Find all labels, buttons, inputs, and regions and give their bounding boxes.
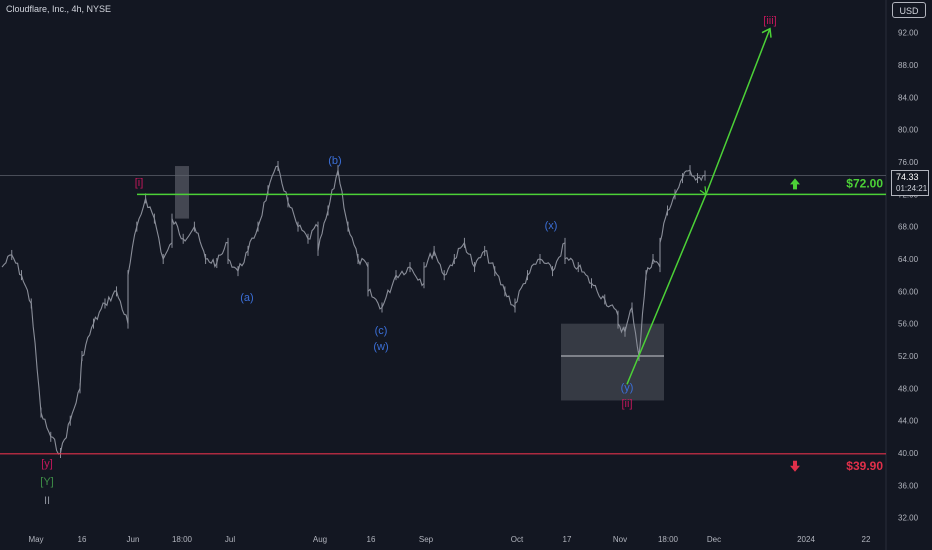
x-tick-label: 2024	[797, 535, 815, 544]
chart-title: Cloudflare, Inc., 4h, NYSE	[6, 4, 112, 14]
y-tick-label: 88.00	[898, 61, 919, 70]
x-tick-label: 22	[862, 535, 871, 544]
x-tick-label: Jul	[225, 535, 235, 544]
wave-label: (b)	[328, 155, 341, 167]
y-tick-label: 52.00	[898, 352, 919, 361]
consolidation-box	[175, 166, 189, 219]
y-tick-label: 60.00	[898, 287, 919, 296]
x-tick-label: 18:00	[658, 535, 679, 544]
wave-label: [ii]	[622, 398, 633, 410]
x-tick-label: Sep	[419, 535, 434, 544]
x-tick-label: Aug	[313, 535, 327, 544]
wave-label: II	[44, 495, 50, 507]
x-tick-label: Nov	[613, 535, 627, 544]
target-zone-box	[561, 323, 664, 401]
x-tick-label: Dec	[707, 535, 721, 544]
projection-arrowhead	[761, 27, 772, 38]
wave-label: (x)	[545, 220, 558, 232]
wave-label: [i]	[135, 177, 144, 189]
price-series-line	[1, 165, 706, 455]
y-tick-label: 32.00	[898, 514, 919, 523]
x-tick-label: Oct	[511, 535, 524, 544]
up-arrow-icon	[790, 178, 800, 190]
last-price-value: 74.33	[896, 172, 919, 182]
y-tick-label: 68.00	[898, 223, 919, 232]
x-tick-label: 18:00	[172, 535, 193, 544]
y-tick-label: 48.00	[898, 384, 919, 393]
wave-label: [Y]	[40, 476, 53, 488]
support-label: $39.90	[846, 459, 883, 473]
y-tick-label: 56.00	[898, 320, 919, 329]
y-tick-label: 40.00	[898, 449, 919, 458]
x-tick-label: 17	[563, 535, 572, 544]
wave-label: [y]	[41, 458, 53, 470]
projection-path	[626, 28, 771, 385]
wave-label: (w)	[373, 341, 388, 353]
wave-label: (a)	[240, 292, 253, 304]
wave-label: (c)	[375, 325, 388, 337]
y-tick-label: 44.00	[898, 417, 919, 426]
bar-countdown: 01:24:21	[896, 184, 928, 193]
y-tick-label: 36.00	[898, 481, 919, 490]
y-tick-label: 92.00	[898, 29, 919, 38]
last-price-tag: 74.33 01:24:21	[891, 170, 929, 196]
down-arrow-icon	[790, 460, 800, 472]
x-tick-label: Jun	[127, 535, 140, 544]
y-tick-label: 64.00	[898, 255, 919, 264]
wave-label: [iii]	[763, 15, 776, 27]
currency-button[interactable]: USD	[892, 2, 926, 18]
y-tick-label: 80.00	[898, 126, 919, 135]
x-tick-label: 16	[367, 535, 376, 544]
x-tick-label: May	[28, 535, 43, 544]
wave-label: (y)	[621, 382, 634, 394]
x-tick-label: 16	[78, 535, 87, 544]
y-tick-label: 84.00	[898, 93, 919, 102]
resistance-label: $72.00	[846, 176, 883, 190]
projection-mid-arrow	[699, 186, 707, 196]
y-tick-label: 76.00	[898, 158, 919, 167]
